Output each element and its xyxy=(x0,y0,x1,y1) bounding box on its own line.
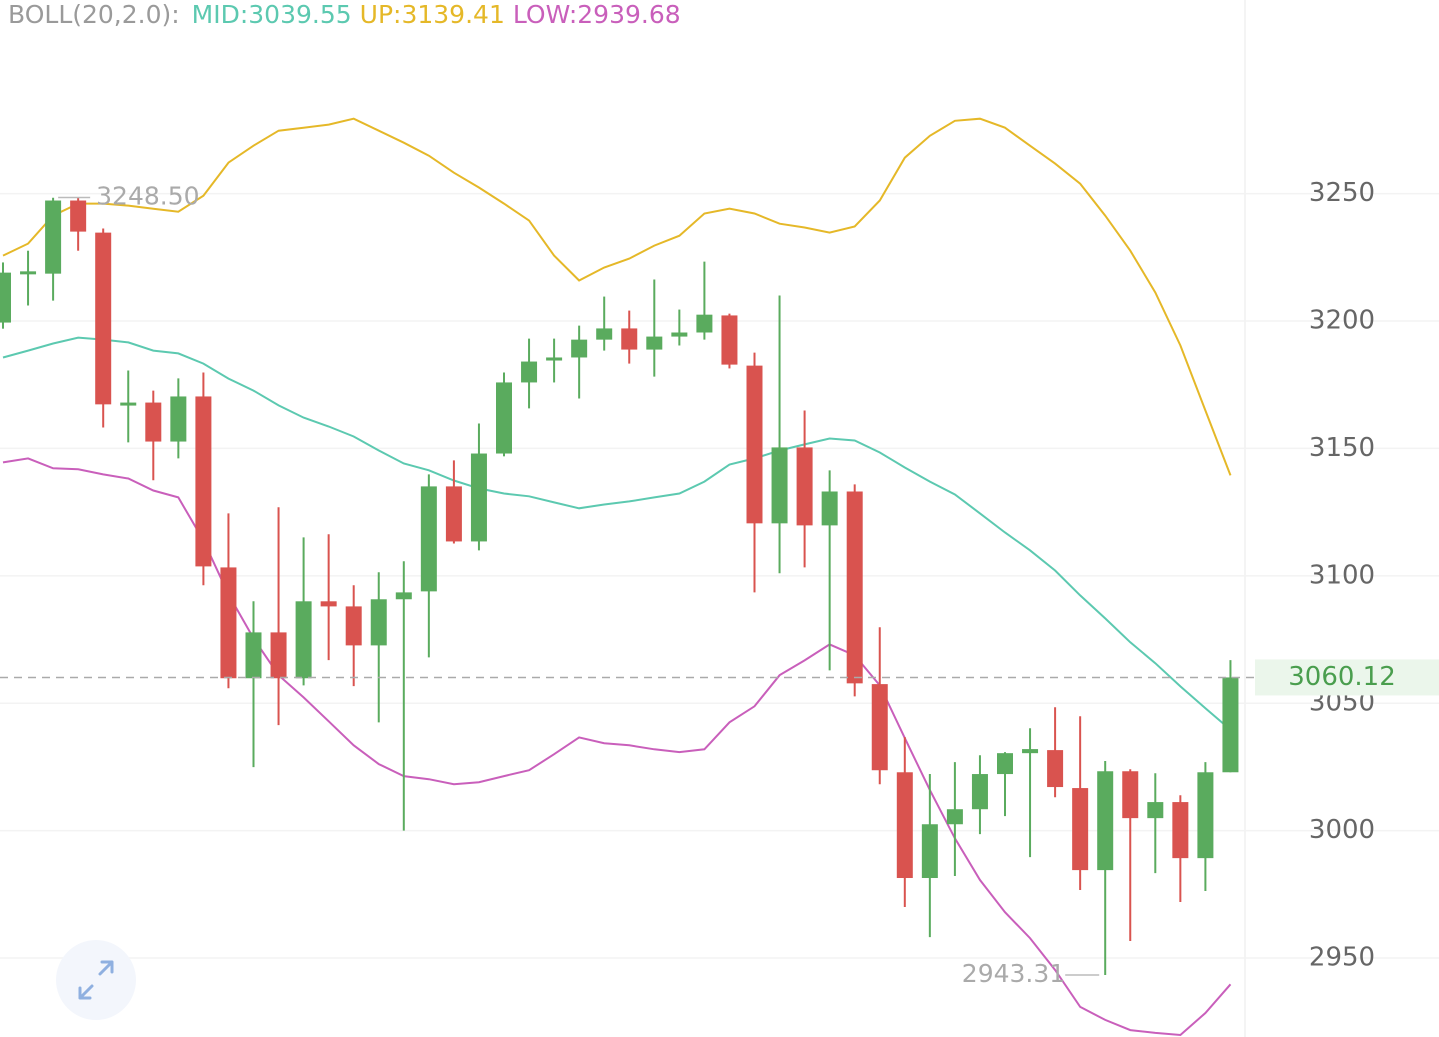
candle-body xyxy=(20,271,37,275)
expand-button[interactable] xyxy=(56,940,136,1020)
candle-body xyxy=(1197,772,1214,859)
candle-body xyxy=(496,382,512,454)
candle-body xyxy=(521,361,538,383)
candle-body xyxy=(821,491,838,526)
candle-body xyxy=(320,601,337,607)
last-price-label: 3060.12 xyxy=(1288,662,1396,692)
y-tick-label: 3250 xyxy=(1309,178,1375,208)
y-tick-label: 2950 xyxy=(1309,943,1375,973)
candle-body xyxy=(571,339,588,358)
candle-body xyxy=(95,232,112,405)
candle-body xyxy=(295,601,312,679)
candle-body xyxy=(145,402,162,442)
legend-label: UP: xyxy=(360,0,402,29)
annotations: 3248.50 2943.31 3060.12 xyxy=(0,181,1439,988)
candle-body xyxy=(1222,677,1239,773)
candle-body xyxy=(946,809,963,825)
candle-body xyxy=(771,447,788,524)
candle-body xyxy=(1172,802,1189,859)
candle-body xyxy=(220,567,237,679)
candle-body xyxy=(621,328,638,350)
candle-body xyxy=(1097,771,1114,871)
candle-body xyxy=(796,447,813,526)
candle-body xyxy=(646,336,663,350)
candle-body xyxy=(546,357,563,361)
candle-body xyxy=(420,486,437,592)
candle-body xyxy=(270,632,287,679)
candle-body xyxy=(195,396,212,567)
candle-body xyxy=(997,753,1013,775)
candle-body xyxy=(70,200,87,232)
indicator-lines xyxy=(2,117,1232,1037)
legend-label: MID: xyxy=(192,0,249,29)
candle-body xyxy=(871,684,888,771)
candle-body xyxy=(1022,749,1039,754)
legend-value: 3139.41 xyxy=(401,0,504,29)
candle-body xyxy=(596,328,613,340)
candle-body xyxy=(445,486,462,542)
candle-body xyxy=(746,365,763,524)
candle-body xyxy=(971,774,988,810)
candle-body xyxy=(846,491,863,684)
indicator-legend: BOLL(20,2.0): MID:3039.55 UP:3139.41 LOW:2… xyxy=(8,0,681,29)
legend-label: LOW: xyxy=(513,0,577,29)
y-tick-label: 3150 xyxy=(1309,433,1375,463)
indicator-name: BOLL(20,2.0): xyxy=(8,0,180,29)
candle-body xyxy=(896,772,913,879)
candle-body xyxy=(370,599,387,646)
candle-body xyxy=(395,592,412,600)
candle-body xyxy=(696,314,713,333)
candle-body xyxy=(345,606,362,646)
band-line xyxy=(2,117,1232,476)
band-line xyxy=(2,336,1232,731)
candle-body xyxy=(1147,802,1164,819)
candle-body xyxy=(245,632,262,679)
last-price-box xyxy=(1255,659,1439,696)
candle-body xyxy=(721,315,738,365)
candle-body xyxy=(1047,750,1064,788)
candle-body xyxy=(120,402,137,406)
candle-body xyxy=(921,824,938,879)
max-label: 3248.50 xyxy=(96,181,199,210)
candle-body xyxy=(0,272,11,323)
y-tick-label: 3200 xyxy=(1309,306,1375,336)
candles xyxy=(0,197,1239,976)
legend-value: 3039.55 xyxy=(248,0,351,29)
candle-body xyxy=(1122,771,1139,819)
legend-value: 2939.68 xyxy=(577,0,680,29)
candle-body xyxy=(470,453,487,542)
band-line xyxy=(2,457,1232,1037)
min-label: 2943.31 xyxy=(962,959,1065,988)
y-tick-label: 3100 xyxy=(1309,560,1375,590)
candle-body xyxy=(1072,788,1089,871)
candle-body xyxy=(671,332,688,337)
y-tick-label: 3000 xyxy=(1309,815,1375,845)
candle-body xyxy=(45,200,62,274)
candle-body xyxy=(170,396,187,442)
